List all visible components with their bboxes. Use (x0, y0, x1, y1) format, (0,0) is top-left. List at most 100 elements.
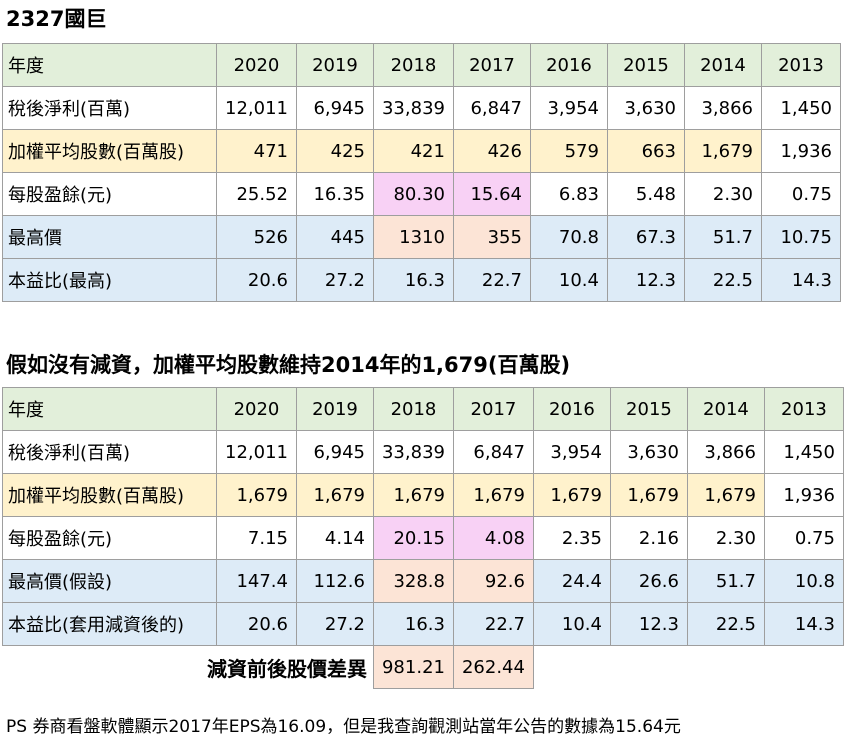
value-cell: 51.7 (686, 559, 765, 603)
value-cell: 1,679 (295, 473, 374, 517)
value-cell: 1,679 (372, 473, 454, 517)
value-cell: 22.7 (452, 602, 534, 646)
value-cell: 20.6 (216, 258, 297, 302)
value-cell: 1,936 (763, 473, 844, 517)
value-cell: 16.35 (295, 172, 374, 216)
value-cell: 2.16 (609, 516, 688, 560)
value-cell: 67.3 (606, 215, 685, 259)
value-cell: 33,839 (372, 430, 454, 474)
row-label: 本益比(最高) (2, 258, 217, 302)
price-highlight-cell: 1310 (372, 215, 454, 259)
value-cell: 6,847 (452, 430, 534, 474)
value-cell: 2.35 (532, 516, 611, 560)
value-cell: 10.4 (532, 602, 611, 646)
value-cell: 1,679 (609, 473, 688, 517)
price-highlight-cell: 92.6 (452, 559, 534, 603)
value-cell: 6,945 (295, 86, 374, 130)
value-cell: 16.3 (372, 602, 454, 646)
value-cell: 112.6 (295, 559, 374, 603)
year-cell: 2016 (532, 387, 611, 431)
value-cell: 7.15 (216, 516, 297, 560)
value-cell: 1,936 (760, 129, 841, 173)
row-label: 加權平均股數(百萬股) (2, 129, 217, 173)
table1: 年度 2020 2019 2018 2017 2016 2015 2014 20… (2, 43, 841, 302)
price-difference-row: 減資前後股價差異 981.21 262.44 (2, 645, 844, 689)
value-cell: 1,679 (452, 473, 534, 517)
eps-highlight-cell: 4.08 (452, 516, 534, 560)
footnote: PS 券商看盤軟體顯示2017年EPS為16.09，但是我查詢觀測站當年公告的數… (6, 717, 681, 737)
value-cell: 10.75 (760, 215, 841, 259)
eps-row: 每股盈餘(元) 7.15 4.14 20.15 4.08 2.35 2.16 2… (2, 516, 844, 560)
year-cell: 2013 (763, 387, 844, 431)
value-cell: 3,630 (609, 430, 688, 474)
value-cell: 12,011 (216, 430, 297, 474)
eps-row: 每股盈餘(元) 25.52 16.35 80.30 15.64 6.83 5.4… (2, 172, 841, 216)
blank-cell (533, 645, 844, 689)
value-cell: 5.48 (606, 172, 685, 216)
price-difference-label: 減資前後股價差異 (2, 645, 374, 689)
value-cell: 1,679 (532, 473, 611, 517)
value-cell: 579 (529, 129, 608, 173)
value-cell: 2.30 (683, 172, 762, 216)
high-price-row: 最高價(假設) 147.4 112.6 328.8 92.6 24.4 26.6… (2, 559, 844, 603)
pe-ratio-row: 本益比(最高) 20.6 27.2 16.3 22.7 10.4 12.3 22… (2, 258, 841, 302)
net-income-row: 稅後淨利(百萬) 12,011 6,945 33,839 6,847 3,954… (2, 86, 841, 130)
year-cell: 2017 (452, 387, 534, 431)
year-cell: 2019 (295, 387, 374, 431)
value-cell: 12.3 (609, 602, 688, 646)
eps-highlight-cell: 80.30 (372, 172, 454, 216)
value-cell: 12,011 (216, 86, 297, 130)
value-cell: 22.7 (452, 258, 531, 302)
value-cell: 27.2 (295, 602, 374, 646)
value-cell: 16.3 (372, 258, 454, 302)
value-cell: 526 (216, 215, 297, 259)
eps-highlight-cell: 20.15 (372, 516, 454, 560)
year-cell: 2020 (216, 43, 297, 87)
value-cell: 24.4 (532, 559, 611, 603)
table2: 年度 2020 2019 2018 2017 2016 2015 2014 20… (2, 387, 844, 689)
value-cell: 3,866 (686, 430, 765, 474)
value-cell: 10.8 (763, 559, 844, 603)
value-cell: 4.14 (295, 516, 374, 560)
high-price-row: 最高價 526 445 1310 355 70.8 67.3 51.7 10.7… (2, 215, 841, 259)
value-cell: 1,679 (686, 473, 765, 517)
value-cell: 20.6 (216, 602, 297, 646)
value-cell: 12.3 (606, 258, 685, 302)
header-label: 年度 (2, 43, 217, 87)
year-cell: 2015 (606, 43, 685, 87)
value-cell: 6,847 (452, 86, 531, 130)
row-label: 每股盈餘(元) (2, 516, 217, 560)
year-cell: 2018 (372, 43, 454, 87)
value-cell: 22.5 (683, 258, 762, 302)
weighted-shares-row: 加權平均股數(百萬股) 1,679 1,679 1,679 1,679 1,67… (2, 473, 844, 517)
row-label: 最高價(假設) (2, 559, 217, 603)
price-difference-cell: 262.44 (452, 645, 534, 689)
value-cell: 426 (452, 129, 531, 173)
year-cell: 2016 (529, 43, 608, 87)
value-cell: 25.52 (216, 172, 297, 216)
year-cell: 2013 (760, 43, 841, 87)
row-label: 每股盈餘(元) (2, 172, 217, 216)
table2-header-row: 年度 2020 2019 2018 2017 2016 2015 2014 20… (2, 387, 844, 431)
year-cell: 2014 (683, 43, 762, 87)
eps-highlight-cell: 15.64 (452, 172, 531, 216)
value-cell: 0.75 (763, 516, 844, 560)
year-cell: 2017 (452, 43, 531, 87)
value-cell: 1,679 (683, 129, 762, 173)
year-cell: 2020 (216, 387, 297, 431)
value-cell: 3,866 (683, 86, 762, 130)
value-cell: 26.6 (609, 559, 688, 603)
value-cell: 1,450 (763, 430, 844, 474)
value-cell: 6,945 (295, 430, 374, 474)
value-cell: 421 (372, 129, 454, 173)
value-cell: 147.4 (216, 559, 297, 603)
value-cell: 1,679 (216, 473, 297, 517)
value-cell: 10.4 (529, 258, 608, 302)
value-cell: 3,954 (529, 86, 608, 130)
value-cell: 2.30 (686, 516, 765, 560)
year-cell: 2015 (609, 387, 688, 431)
value-cell: 33,839 (372, 86, 454, 130)
value-cell: 14.3 (763, 602, 844, 646)
value-cell: 663 (606, 129, 685, 173)
table1-header-row: 年度 2020 2019 2018 2017 2016 2015 2014 20… (2, 43, 841, 87)
